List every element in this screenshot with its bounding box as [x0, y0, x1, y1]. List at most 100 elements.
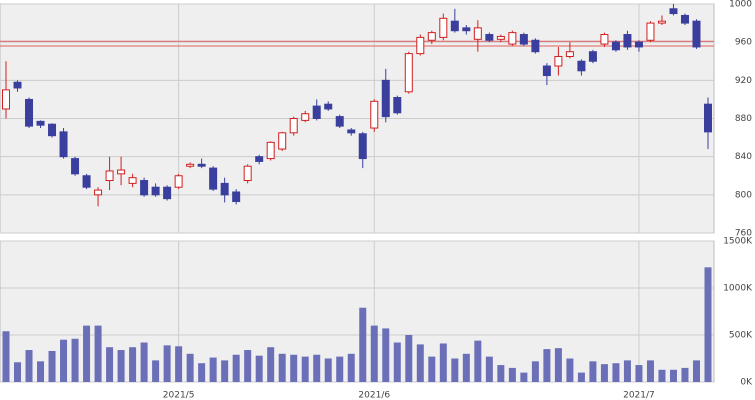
volume-bar [520, 372, 528, 382]
volume-bar [94, 325, 102, 382]
candle-body [588, 51, 597, 62]
candle-body [255, 156, 264, 162]
volume-bar [669, 369, 677, 382]
volume-bar [140, 342, 148, 382]
y-tick-label: 800 [735, 190, 752, 200]
volume-bar [336, 356, 344, 382]
candle-body [657, 20, 666, 24]
candle-body [128, 177, 137, 184]
candle-body [105, 170, 114, 182]
candle-body [140, 180, 149, 196]
volume-bar [117, 350, 125, 382]
volume-bar [497, 365, 505, 382]
candle-body [186, 163, 195, 167]
candle-body [335, 116, 344, 127]
volume-bar [71, 338, 79, 382]
volume-bar [106, 347, 114, 382]
candle-body [404, 53, 413, 93]
volume-bar [681, 367, 689, 382]
candle-body [312, 105, 321, 119]
y-tick-label: 1000K [723, 284, 753, 294]
volume-bar [152, 360, 160, 382]
volume-bar [301, 356, 309, 382]
volume-bar [25, 350, 33, 382]
candle-body [381, 79, 390, 118]
candle-body [393, 97, 402, 114]
candle-body [416, 36, 425, 55]
candle-body [36, 120, 45, 126]
candle-body [48, 123, 57, 137]
volume-bar [2, 331, 10, 382]
candle-body [220, 182, 229, 196]
volume-bar [313, 354, 321, 382]
candle-body [496, 35, 505, 40]
volume-bar [393, 342, 401, 382]
candle-body [243, 165, 252, 182]
candle-body [508, 32, 517, 45]
candle-body [71, 158, 80, 175]
candle-body [117, 169, 126, 175]
y-tick-label: 500K [729, 331, 753, 341]
candle-body [692, 20, 701, 48]
candle-body [266, 141, 275, 160]
y-tick-label: 880 [735, 114, 752, 124]
volume-bar [209, 357, 217, 382]
volume-bar [221, 360, 229, 382]
candle-body [646, 22, 655, 41]
candle-body [82, 175, 91, 188]
candle-body [577, 60, 586, 72]
volume-bar [163, 345, 171, 382]
candle-body [370, 100, 379, 129]
volume-bar [175, 346, 183, 382]
volume-bar [646, 360, 654, 382]
volume-bar [704, 267, 712, 382]
volume-bar [439, 343, 447, 382]
candle-body [669, 8, 678, 15]
volume-bar [577, 372, 585, 382]
candle-body [232, 191, 241, 203]
x-tick-label: 2021/6 [358, 391, 390, 400]
volume-bar [658, 369, 666, 382]
volume-bar [267, 347, 275, 382]
candle-body [13, 81, 22, 89]
y-tick-label: 960 [735, 38, 752, 48]
volume-bar [382, 328, 390, 382]
candle-body [358, 133, 367, 160]
volume-bar [290, 354, 298, 382]
candle-body [25, 98, 34, 127]
candle-body [542, 65, 551, 77]
candle-body [174, 175, 183, 188]
volume-bar [600, 364, 608, 382]
volume-bar [48, 350, 56, 382]
y-tick-label: 760 [735, 229, 752, 239]
volume-bar [129, 347, 137, 382]
candle-body [2, 89, 10, 110]
candle-body [600, 34, 609, 45]
candle-body [611, 41, 620, 51]
volume-bar [566, 358, 574, 382]
volume-bar [347, 353, 355, 382]
y-tick-label: 0K [740, 378, 753, 388]
volume-bar [416, 344, 424, 382]
volume-bar [589, 361, 597, 382]
volume-bar [405, 335, 413, 382]
candle-body [565, 51, 574, 57]
volume-bar [531, 361, 539, 382]
candle-body [623, 34, 632, 48]
candle-body [278, 132, 287, 150]
volume-bar [370, 325, 378, 382]
x-tick-label: 2021/7 [623, 391, 655, 400]
candle-body [680, 14, 689, 24]
candle-body [519, 34, 528, 45]
candle-body [163, 186, 172, 200]
volume-bar [462, 353, 470, 382]
volume-bar [428, 356, 436, 382]
volume-bar [186, 353, 194, 382]
volume-bar [60, 339, 68, 382]
candle-body [485, 34, 494, 41]
candle-body [301, 113, 310, 121]
y-tick-label: 1000 [729, 0, 752, 10]
volume-bar [324, 358, 332, 382]
candle-body [197, 163, 206, 167]
